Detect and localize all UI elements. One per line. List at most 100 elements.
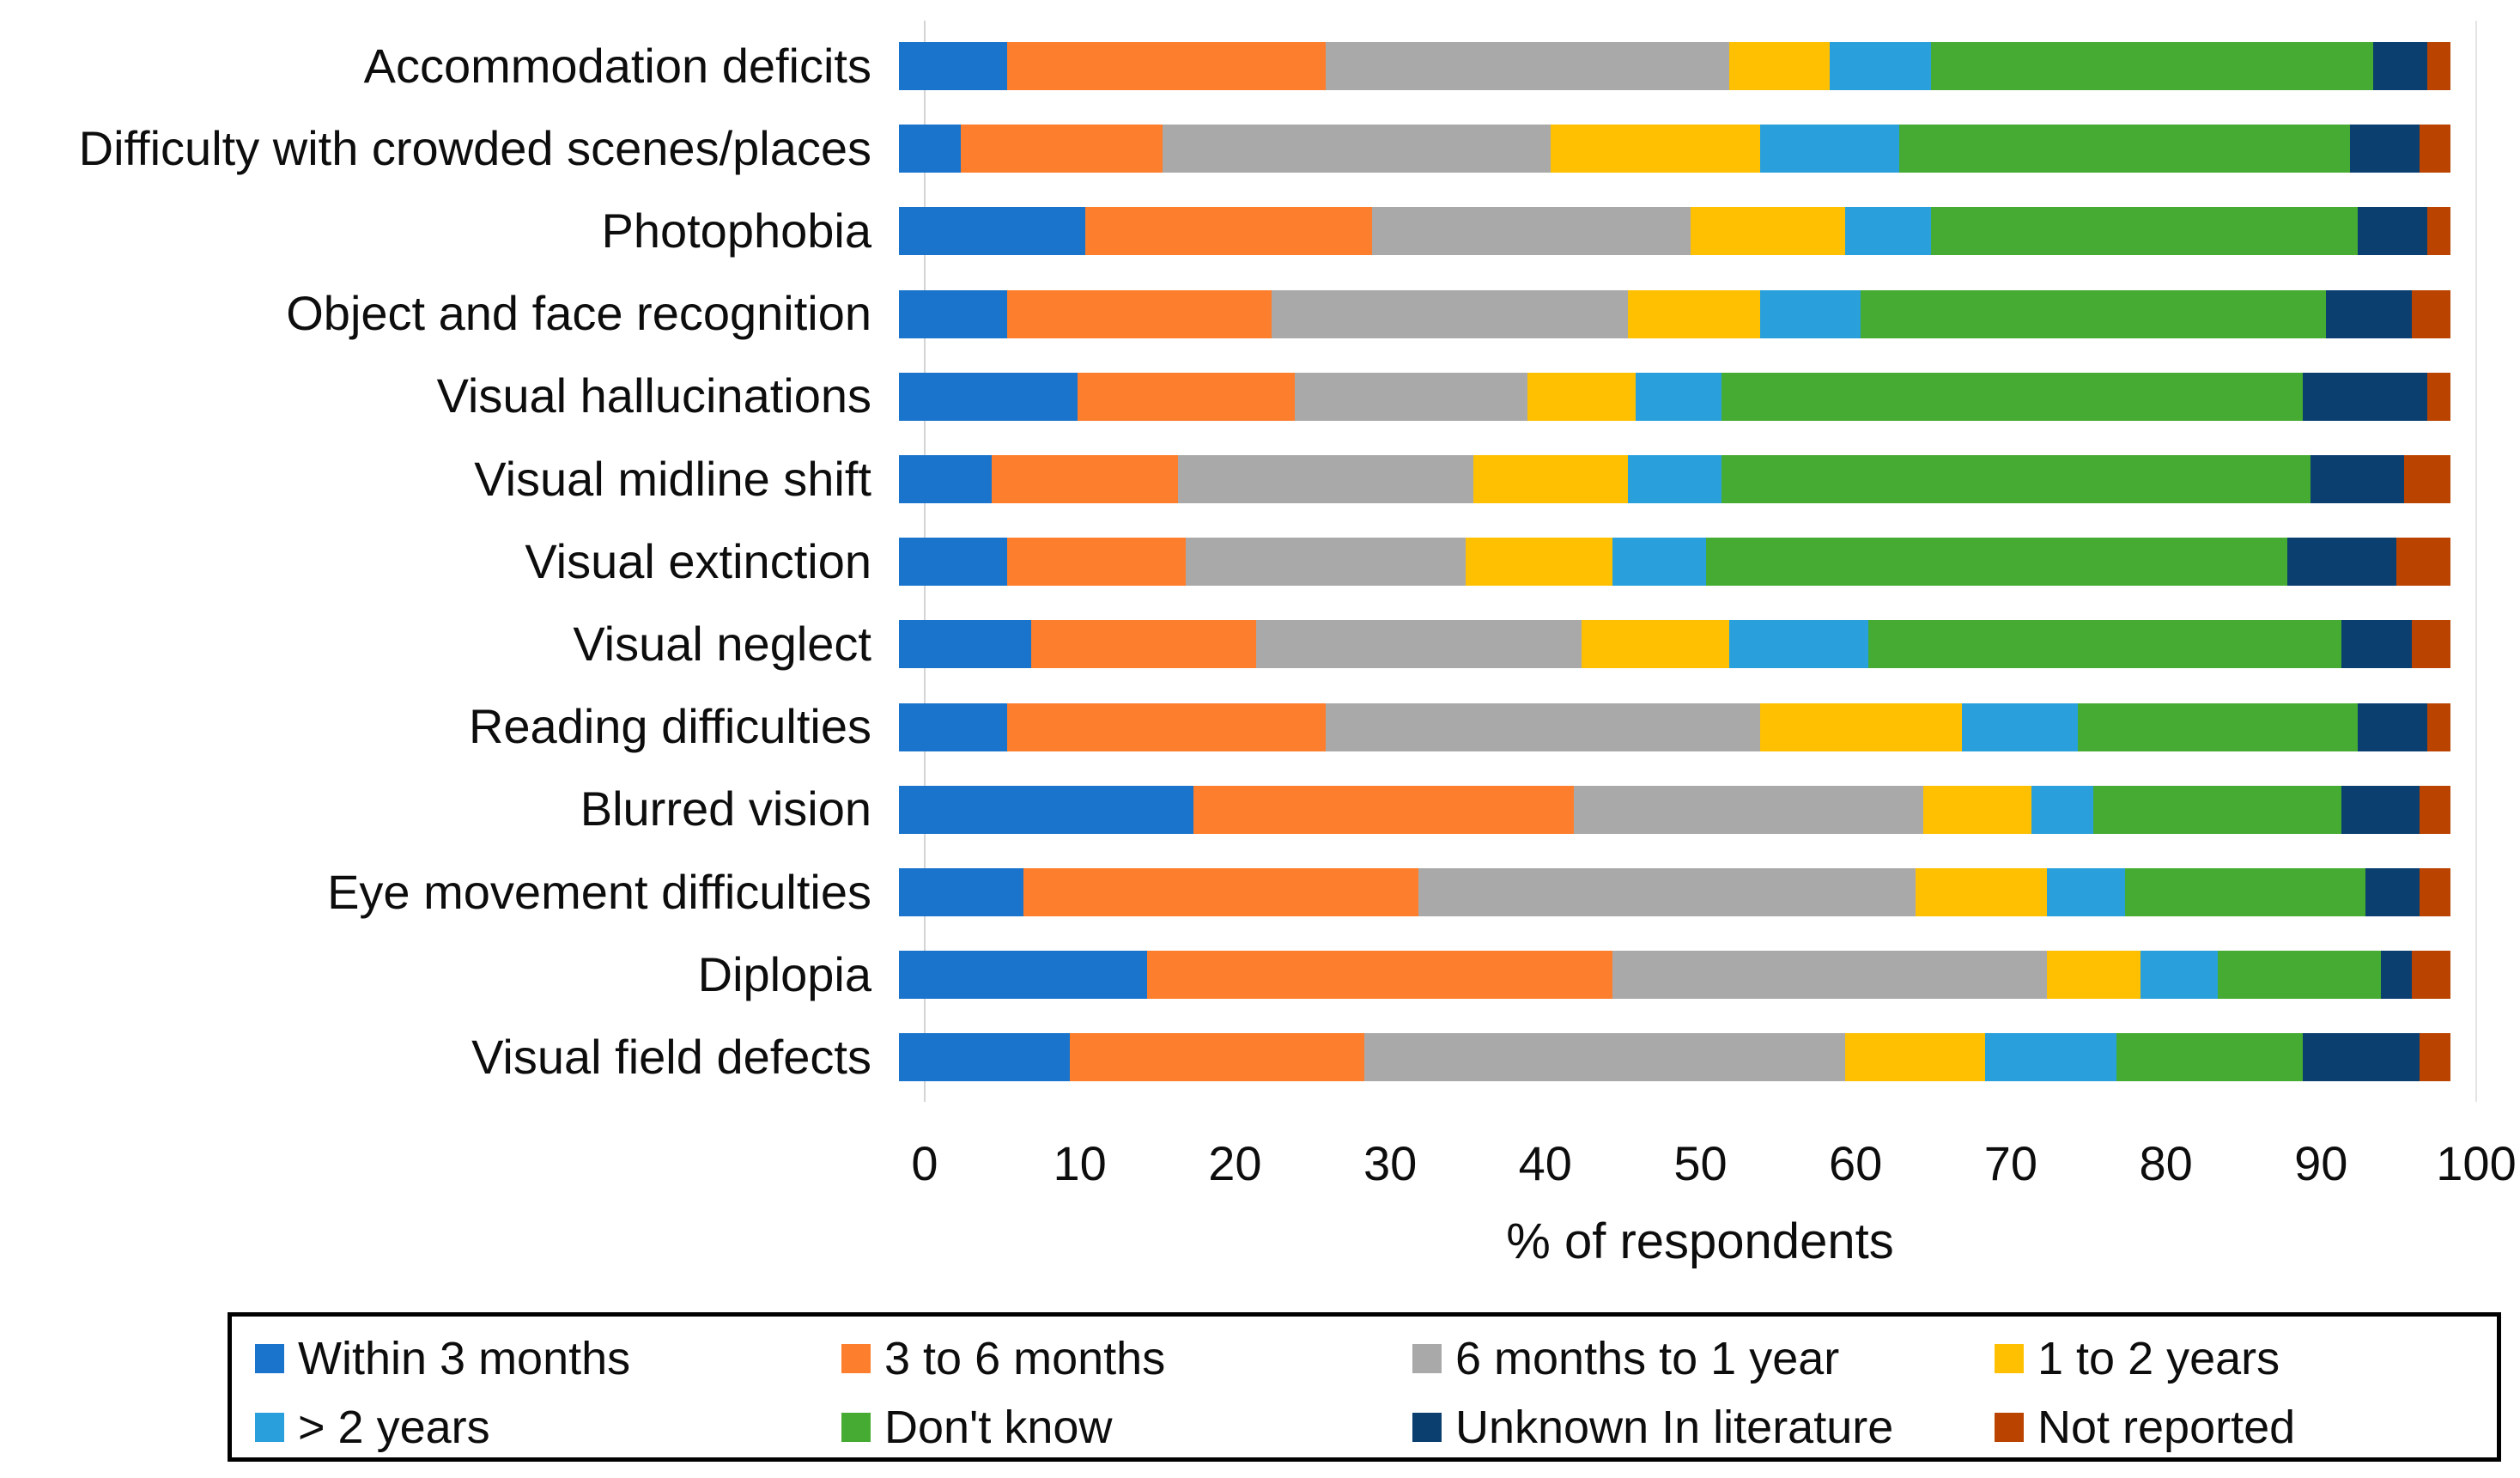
legend-swatch <box>1995 1413 2024 1442</box>
bar-segment <box>1574 785 1923 834</box>
bar-segment <box>1845 207 1931 256</box>
legend-label: > 2 years <box>298 1402 490 1453</box>
bar-segment <box>2357 703 2427 751</box>
bar-segment <box>1465 538 1613 587</box>
bar-segment <box>1759 289 1861 338</box>
bar-segment <box>2411 289 2450 338</box>
bar-track <box>899 289 2450 338</box>
legend-item: 3 to 6 months <box>841 1332 1165 1385</box>
bar-segment <box>1759 125 1900 173</box>
bar-segment <box>2419 785 2450 834</box>
bar-segment <box>2396 538 2450 587</box>
bar-segment <box>2403 455 2450 504</box>
legend-label: Within 3 months <box>298 1333 631 1384</box>
x-tick-label: 10 <box>1053 1136 1107 1190</box>
bar-segment <box>899 1033 1070 1082</box>
bar-segment <box>2380 951 2412 1000</box>
bar-row: Photophobia <box>0 190 2520 272</box>
bar-segment <box>1759 703 1962 751</box>
bar-segment <box>2047 867 2125 916</box>
category-label: Visual neglect <box>573 617 871 671</box>
legend-label: 6 months to 1 year <box>1455 1333 1840 1384</box>
bar-segment <box>899 703 1008 751</box>
bar-segment <box>2426 207 2450 256</box>
bar-segment <box>2031 785 2094 834</box>
bar-segment <box>961 125 1163 173</box>
legend-label: 1 to 2 years <box>2037 1333 2280 1384</box>
x-tick-label: 60 <box>1829 1136 1883 1190</box>
bar-segment <box>1178 455 1473 504</box>
x-tick-label: 40 <box>1518 1136 1572 1190</box>
bar-segment <box>1721 372 2304 421</box>
legend-label: 3 to 6 months <box>884 1333 1166 1384</box>
legend-label: Don't know <box>884 1402 1113 1453</box>
bar-segment <box>1690 207 1846 256</box>
bar-segment <box>1705 538 2288 587</box>
bar-segment <box>2372 42 2427 91</box>
bar-segment <box>2047 951 2140 1000</box>
bar-segment <box>1364 1033 1846 1082</box>
legend-swatch <box>255 1413 284 1442</box>
bar-track <box>899 785 2450 834</box>
bar-segment <box>2311 455 2404 504</box>
bar-row: Visual field defects <box>0 1016 2520 1098</box>
bar-row: Difficulty with crowded scenes/places <box>0 107 2520 190</box>
bar-segment <box>1186 538 1466 587</box>
bar-segment <box>1023 867 1419 916</box>
legend-label: Unknown In literature <box>1455 1402 1894 1453</box>
x-tick-label: 50 <box>1673 1136 1728 1190</box>
plot-area: Accommodation deficits Difficulty with cr… <box>0 25 2520 1098</box>
legend-item: Unknown In literature <box>1412 1401 1893 1454</box>
bar-segment <box>1193 785 1575 834</box>
bar-segment <box>1372 207 1691 256</box>
bar-segment <box>1899 125 2350 173</box>
bar-segment <box>2411 951 2450 1000</box>
bar-segment <box>1325 703 1760 751</box>
bar-row: Visual extinction <box>0 520 2520 603</box>
bar-track <box>899 372 2450 421</box>
legend-swatch <box>1412 1344 1442 1373</box>
bar-segment <box>1636 372 1721 421</box>
bar-segment <box>1861 289 2327 338</box>
bar-segment <box>1984 1033 2117 1082</box>
category-label: Object and face recognition <box>286 286 871 341</box>
bar-track <box>899 620 2450 669</box>
bar-row: Visual midline shift <box>0 438 2520 520</box>
bar-segment <box>1550 125 1760 173</box>
bar-segment <box>992 455 1179 504</box>
x-tick-label: 80 <box>2139 1136 2193 1190</box>
bar-segment <box>1628 289 1760 338</box>
bar-segment <box>1069 1033 1365 1082</box>
bar-row: Reading difficulties <box>0 686 2520 769</box>
bar-segment <box>1845 1033 1985 1082</box>
legend-swatch <box>1995 1344 2024 1373</box>
bar-segment <box>2140 951 2218 1000</box>
x-tick-label: 0 <box>911 1136 938 1190</box>
bar-segment <box>1084 207 1373 256</box>
bar-row: Visual hallucinations <box>0 356 2520 438</box>
bar-segment <box>2357 207 2427 256</box>
bar-segment <box>1728 42 1831 91</box>
bar-segment <box>899 455 993 504</box>
category-label: Diplopia <box>697 946 871 1001</box>
bar-segment <box>2078 703 2358 751</box>
bar-segment <box>1930 207 2358 256</box>
bar-segment <box>2116 1033 2304 1082</box>
bar-segment <box>2419 867 2450 916</box>
x-tick-label: 100 <box>2436 1136 2517 1190</box>
bar-row: Visual neglect <box>0 603 2520 685</box>
bar-segment <box>899 538 1008 587</box>
bar-segment <box>1612 538 1706 587</box>
legend-item: Don't know <box>841 1401 1112 1454</box>
bar-track <box>899 207 2450 256</box>
legend-label: Not reported <box>2037 1402 2296 1453</box>
legend-item: > 2 years <box>255 1401 490 1454</box>
bar-track <box>899 42 2450 91</box>
bar-segment <box>2326 289 2412 338</box>
x-tick-label: 20 <box>1208 1136 1262 1190</box>
bar-row: Accommodation deficits <box>0 25 2520 107</box>
bar-track <box>899 455 2450 504</box>
bar-row: Eye movement difficulties <box>0 851 2520 934</box>
bar-segment <box>2093 785 2342 834</box>
bar-segment <box>1007 289 1272 338</box>
